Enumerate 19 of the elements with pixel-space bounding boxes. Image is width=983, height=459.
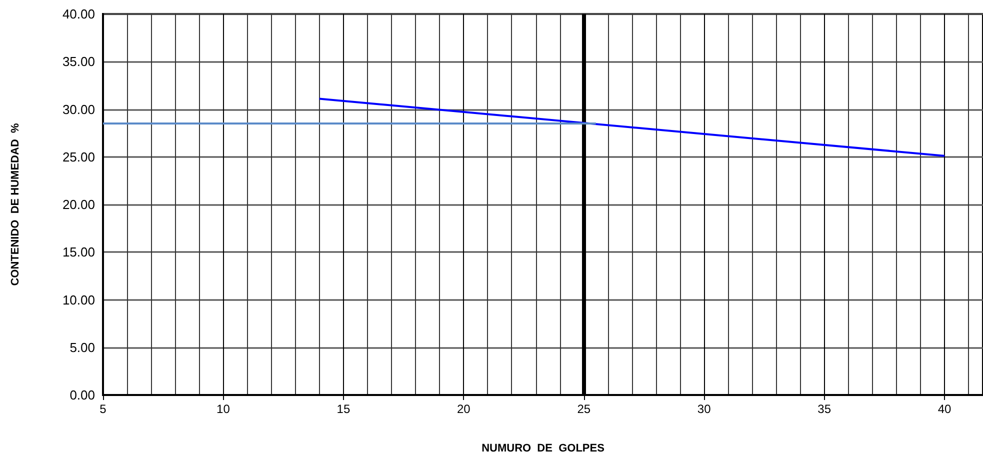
x-axis-title: NUMURO DE GOLPES (482, 442, 604, 454)
y-tick-label: 0.00 (70, 388, 95, 402)
y-tick-label: 15.00 (62, 244, 95, 260)
y-tick-label: 40.00 (62, 6, 95, 22)
y-tick-label: 30.00 (62, 102, 95, 117)
x-tick-label: 10 (216, 402, 230, 416)
x-tick-label: 40 (938, 402, 952, 416)
y-tick-label: 25.00 (62, 149, 95, 164)
x-tick-label: 15 (336, 402, 350, 416)
x-tick-label: 5 (100, 402, 107, 416)
y-tick-label: 10.00 (62, 292, 95, 308)
x-tick-label: 20 (456, 402, 471, 416)
y-tick-label: 20.00 (62, 197, 95, 212)
x-tick-label: 30 (697, 402, 712, 416)
x-tick-label: 25 (577, 402, 591, 416)
x-tick-label: 35 (818, 402, 832, 416)
y-tick-label: 5.00 (70, 340, 95, 355)
y-tick-label: 35.00 (62, 54, 95, 70)
y-axis-title: CONTENIDO DE HUMEDAD % (10, 123, 22, 286)
